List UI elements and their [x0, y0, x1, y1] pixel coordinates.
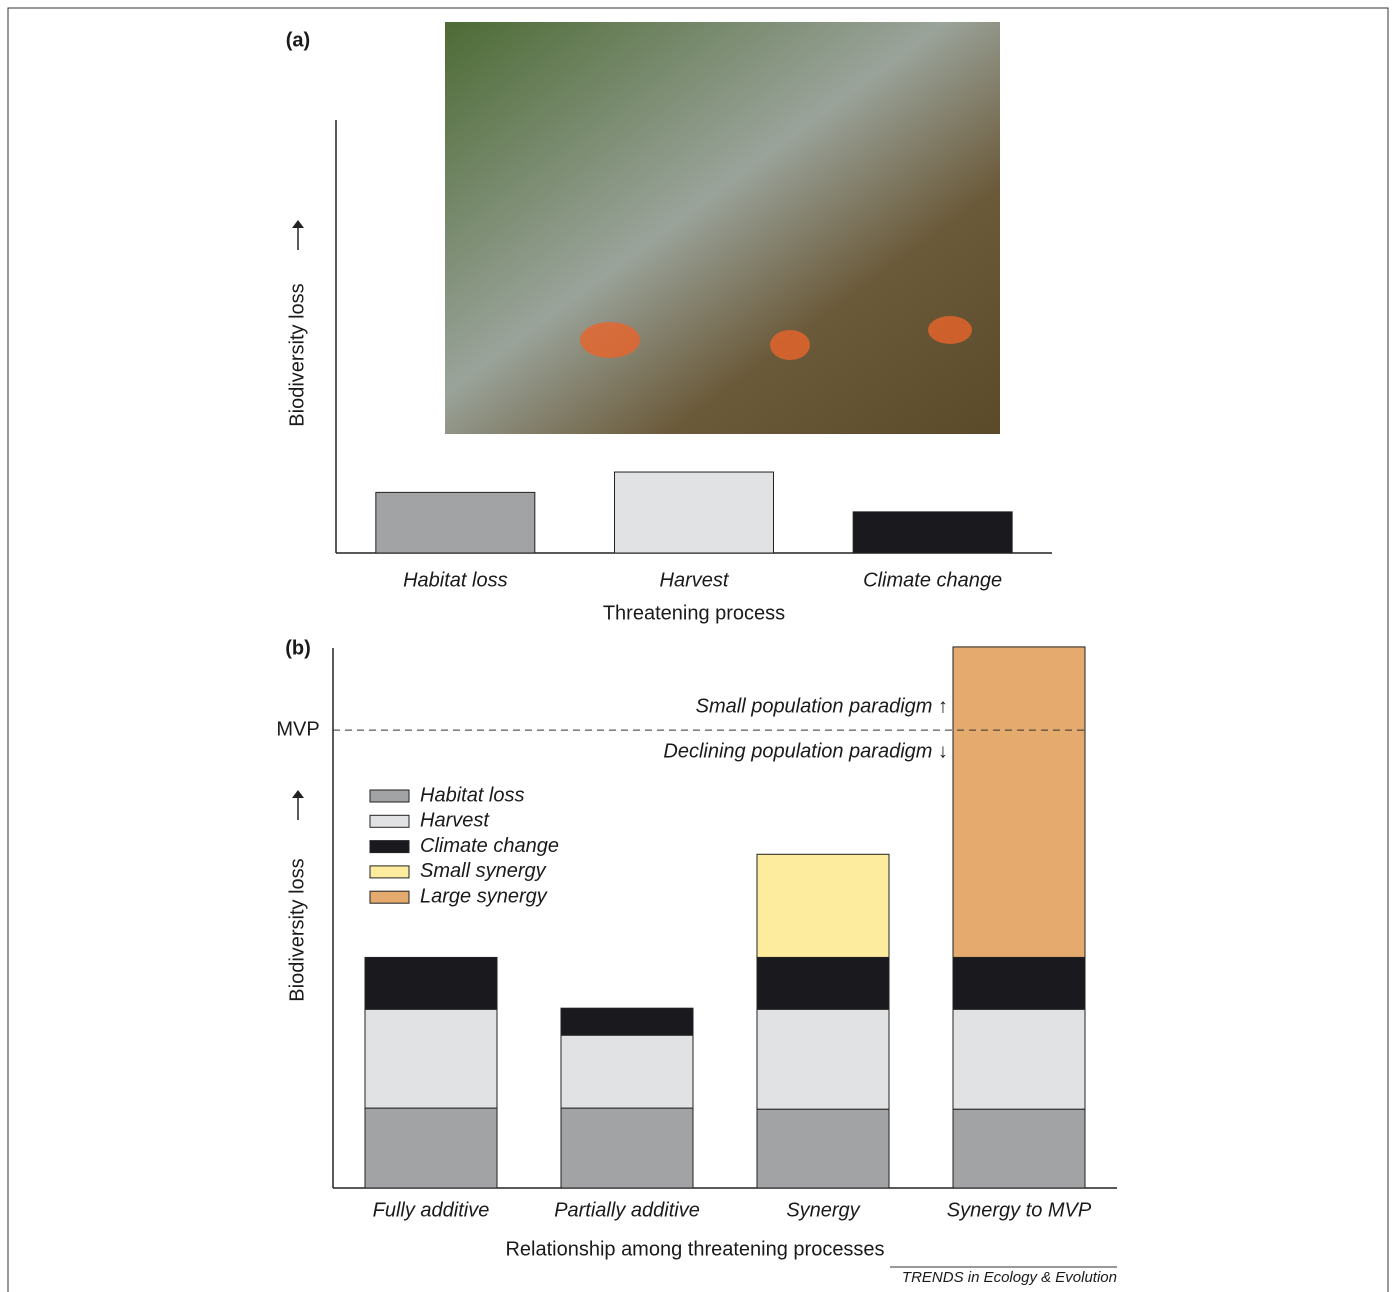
x-tick-label: Habitat loss — [403, 569, 508, 591]
x-tick-label: Climate change — [863, 569, 1002, 591]
x-axis-label: Relationship among threatening processes — [505, 1238, 884, 1260]
source: TRENDS in Ecology & Evolution — [902, 1269, 1117, 1286]
x-tick-label: Harvest — [660, 569, 730, 591]
y-axis-label: Biodiversity loss — [286, 283, 308, 426]
bar — [376, 492, 535, 553]
bar — [615, 472, 774, 553]
bar-segment — [953, 957, 1085, 1009]
bar-segment — [365, 1108, 497, 1188]
bar-segment — [757, 1109, 889, 1188]
bar-segment — [953, 1009, 1085, 1109]
photo-detail — [928, 316, 972, 344]
y-axis-label: Biodiversity loss — [286, 858, 308, 1001]
x-tick-label: Fully additive — [373, 1199, 490, 1221]
bar-segment — [953, 647, 1085, 958]
annotation: Declining population paradigm ↓ — [663, 740, 948, 762]
photo-detail — [580, 322, 640, 358]
bar-segment — [561, 1035, 693, 1108]
bar-segment — [561, 1108, 693, 1188]
legend-swatch — [370, 866, 409, 878]
legend-swatch — [370, 815, 409, 827]
bar-segment — [365, 957, 497, 1009]
x-axis-label: Threatening process — [603, 602, 785, 624]
x-tick-label: Partially additive — [554, 1199, 700, 1221]
legend-label: Climate change — [420, 835, 559, 857]
bar-segment — [561, 1008, 693, 1035]
legend-swatch — [370, 841, 409, 853]
legend-label: Habitat loss — [420, 784, 525, 806]
bar-segment — [365, 1009, 497, 1108]
x-tick-label: Synergy — [786, 1199, 860, 1221]
y-arrow-head — [292, 220, 304, 228]
x-tick-label: Synergy to MVP — [947, 1199, 1092, 1221]
reference-label: MVP — [276, 718, 319, 740]
panel-label: (a) — [286, 29, 310, 51]
legend-label: Large synergy — [420, 885, 548, 907]
bar-segment — [757, 957, 889, 1009]
legend-label: Harvest — [420, 810, 490, 832]
photo — [445, 22, 1000, 434]
legend-swatch — [370, 891, 409, 903]
legend-swatch — [370, 790, 409, 802]
bar-segment — [953, 1109, 1085, 1188]
photo-detail — [770, 330, 810, 360]
annotation: Small population paradigm ↑ — [696, 695, 948, 717]
legend-label: Small synergy — [420, 860, 547, 882]
bar — [853, 512, 1012, 553]
bar-segment — [757, 1009, 889, 1109]
panel-label: (b) — [285, 637, 311, 659]
bar-segment — [757, 854, 889, 957]
figure: TRENDS in Ecology & Evolution (a) Threate… — [0, 0, 1394, 1292]
y-arrow-head — [292, 790, 304, 798]
